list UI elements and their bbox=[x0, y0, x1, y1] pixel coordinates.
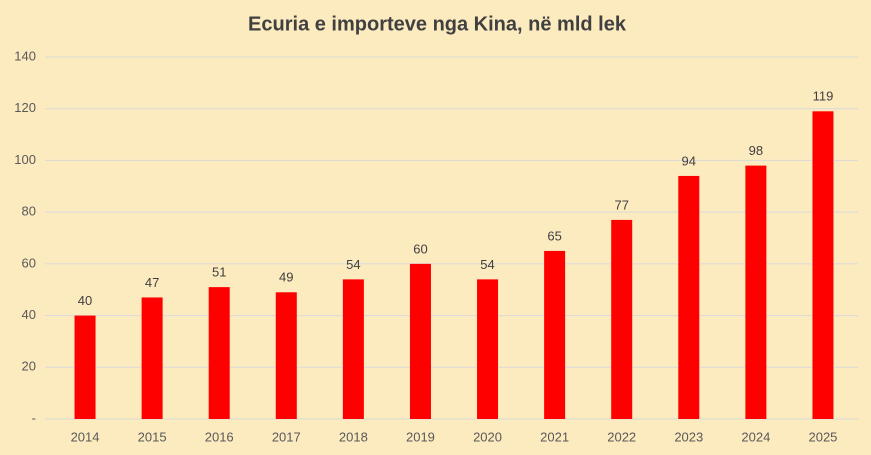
data-label: 94 bbox=[682, 153, 696, 168]
chart-title: Ecuria e importeve nga Kina, në mld lek bbox=[248, 13, 627, 35]
x-tick-label: 2018 bbox=[339, 429, 368, 444]
x-tick-label: 2015 bbox=[138, 429, 167, 444]
bar bbox=[141, 297, 163, 419]
bar bbox=[477, 279, 499, 419]
y-tick-label: - bbox=[32, 410, 36, 425]
x-tick-label: 2025 bbox=[808, 429, 837, 444]
bar bbox=[409, 263, 431, 419]
data-label: 77 bbox=[614, 197, 628, 212]
data-label: 65 bbox=[547, 228, 561, 243]
bar bbox=[74, 315, 96, 419]
data-label: 60 bbox=[413, 241, 427, 256]
x-tick-label: 2014 bbox=[71, 429, 100, 444]
x-tick-label: 2020 bbox=[473, 429, 502, 444]
data-label: 98 bbox=[749, 143, 763, 158]
data-label: 51 bbox=[212, 265, 226, 280]
data-label: 119 bbox=[813, 89, 834, 104]
bar bbox=[208, 287, 230, 419]
bar bbox=[678, 175, 700, 419]
y-tick-label: 60 bbox=[22, 255, 36, 270]
data-label: 40 bbox=[78, 293, 92, 308]
bar bbox=[275, 292, 297, 419]
data-label: 49 bbox=[279, 270, 293, 285]
x-tick-label: 2019 bbox=[406, 429, 435, 444]
bar bbox=[342, 279, 364, 419]
y-tick-label: 80 bbox=[22, 204, 36, 219]
y-tick-label: 100 bbox=[14, 152, 36, 167]
x-tick-label: 2017 bbox=[272, 429, 301, 444]
y-tick-label: 140 bbox=[14, 48, 36, 63]
x-tick-label: 2021 bbox=[540, 429, 569, 444]
bar bbox=[812, 111, 834, 420]
data-label: 54 bbox=[480, 257, 494, 272]
data-label: 54 bbox=[346, 257, 360, 272]
y-tick-label: 20 bbox=[22, 359, 36, 374]
x-tick-label: 2023 bbox=[674, 429, 703, 444]
data-label: 47 bbox=[145, 275, 159, 290]
bar bbox=[745, 165, 767, 419]
bar bbox=[611, 219, 633, 419]
x-tick-label: 2024 bbox=[741, 429, 770, 444]
x-tick-label: 2022 bbox=[607, 429, 636, 444]
y-tick-label: 120 bbox=[14, 100, 36, 115]
bar bbox=[544, 250, 566, 419]
x-tick-label: 2016 bbox=[205, 429, 234, 444]
y-tick-label: 40 bbox=[22, 307, 36, 322]
